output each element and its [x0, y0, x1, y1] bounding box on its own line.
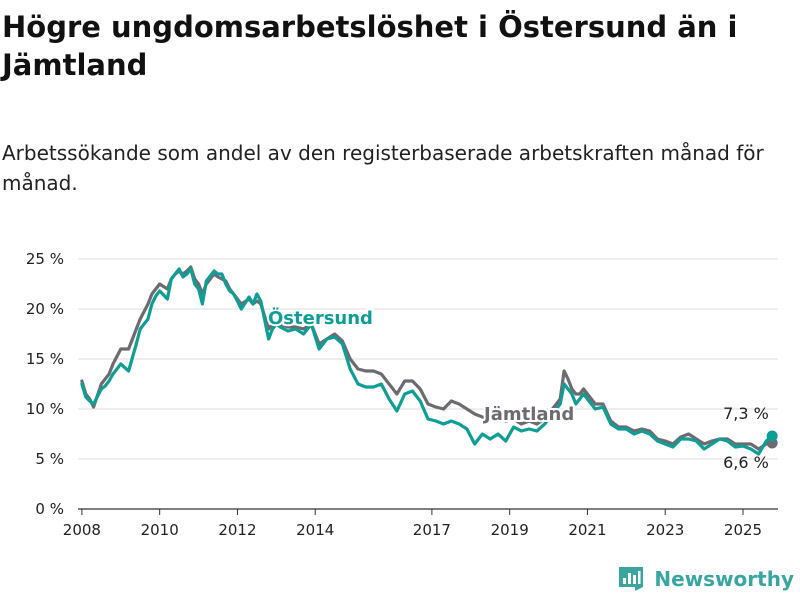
x-tick-label: 2010 [141, 521, 179, 539]
chart-subtitle: Arbetssökande som andel av den registerb… [2, 141, 764, 195]
line-chart: 0 % 5 % 10 % 15 % 20 % 25 % 2008 2010 2012 2014 20… [26, 250, 778, 539]
y-tick-label: 15 % [26, 350, 64, 368]
axes: 0 % 5 % 10 % 15 % 20 % 25 % 2008 2010 2012 2014 20… [26, 250, 778, 539]
x-tick-label: 2023 [646, 521, 684, 539]
series-label-ostersund: Östersund [268, 307, 373, 329]
y-tick-label: 25 % [26, 250, 64, 268]
y-tick-label: 5 % [35, 450, 64, 468]
bar-chart-logo-icon [619, 567, 644, 591]
x-tick-label: 2014 [296, 521, 334, 539]
x-tick-label: 2025 [724, 521, 762, 539]
y-tick-label: 0 % [35, 500, 64, 518]
series-line-ostersund [80, 267, 774, 456]
chart-title: Högre ungdomsarbetslöshet i Östersund än… [2, 10, 738, 82]
x-tick-label: 2019 [491, 521, 529, 539]
series-line-jamtland [80, 265, 774, 451]
series-label-jamtland: Jämtland [482, 404, 574, 425]
end-label-jamtland: 6,6 % [723, 453, 769, 472]
x-tick-label: 2021 [568, 521, 606, 539]
brand: Newsworthy [616, 564, 794, 594]
gridlines [78, 258, 778, 460]
series-labels: Östersund Jämtland 7,3 % 6,6 % [266, 305, 769, 472]
x-tick-label: 2017 [413, 521, 451, 539]
y-tick-label: 20 % [26, 300, 64, 318]
series-lines [80, 265, 778, 456]
x-tick-label: 2008 [63, 521, 101, 539]
y-tick-label: 10 % [26, 400, 64, 418]
endpoint-ostersund [766, 430, 778, 442]
x-tick-label: 2012 [218, 521, 256, 539]
end-label-ostersund: 7,3 % [723, 404, 769, 423]
brand-name: Newsworthy [654, 567, 794, 591]
